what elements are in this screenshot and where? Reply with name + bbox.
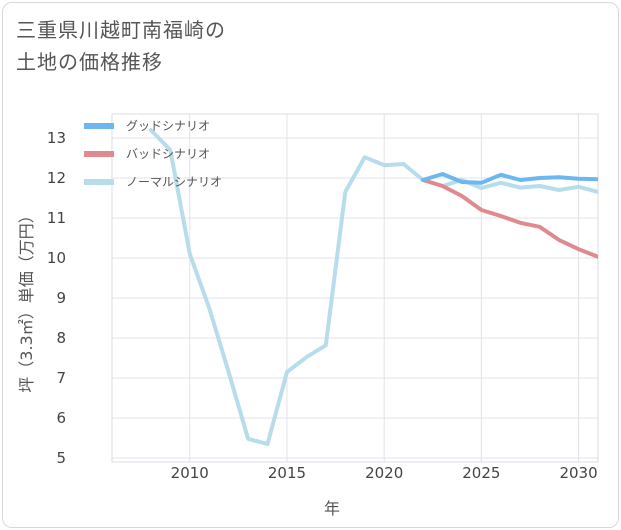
series-line-1	[421, 178, 598, 259]
grid	[112, 114, 598, 462]
series-lines	[148, 128, 598, 446]
y-tick-label: 10	[47, 249, 66, 267]
legend-label: グッドシナリオ	[126, 119, 210, 133]
page-title: 三重県川越町南福崎の 土地の価格推移	[16, 14, 226, 78]
y-tick-label: 6	[56, 409, 66, 427]
legend-label: バッドシナリオ	[126, 147, 210, 161]
y-tick-label: 11	[47, 209, 66, 227]
title-line-1: 三重県川越町南福崎の	[16, 18, 226, 42]
y-tick-label: 13	[47, 129, 66, 147]
y-axis-title: 坪（3.3㎡）単価（万円）	[17, 207, 36, 392]
y-tick-label: 5	[56, 449, 66, 467]
x-axis-title: 年	[324, 499, 340, 518]
title-line-2: 土地の価格推移	[16, 50, 163, 74]
axes: 2010 2015 2020 2025 2030 5 6 7 8 9 10 11 12 13	[47, 113, 599, 482]
plot-border	[111, 113, 599, 463]
legend-label: ノーマルシナリオ	[126, 175, 222, 189]
x-tick-label: 2020	[365, 464, 403, 482]
y-tick-label: 9	[56, 289, 66, 307]
y-tick-label: 8	[56, 329, 66, 347]
x-tick-label: 2025	[462, 464, 500, 482]
series-line-2	[148, 128, 598, 446]
series-line-0	[421, 172, 598, 185]
y-tick-label: 12	[47, 169, 66, 187]
x-tick-label: 2015	[268, 464, 306, 482]
x-tick-label: 2010	[171, 464, 209, 482]
x-tick-label: 2030	[559, 464, 597, 482]
y-tick-label: 7	[56, 369, 66, 387]
